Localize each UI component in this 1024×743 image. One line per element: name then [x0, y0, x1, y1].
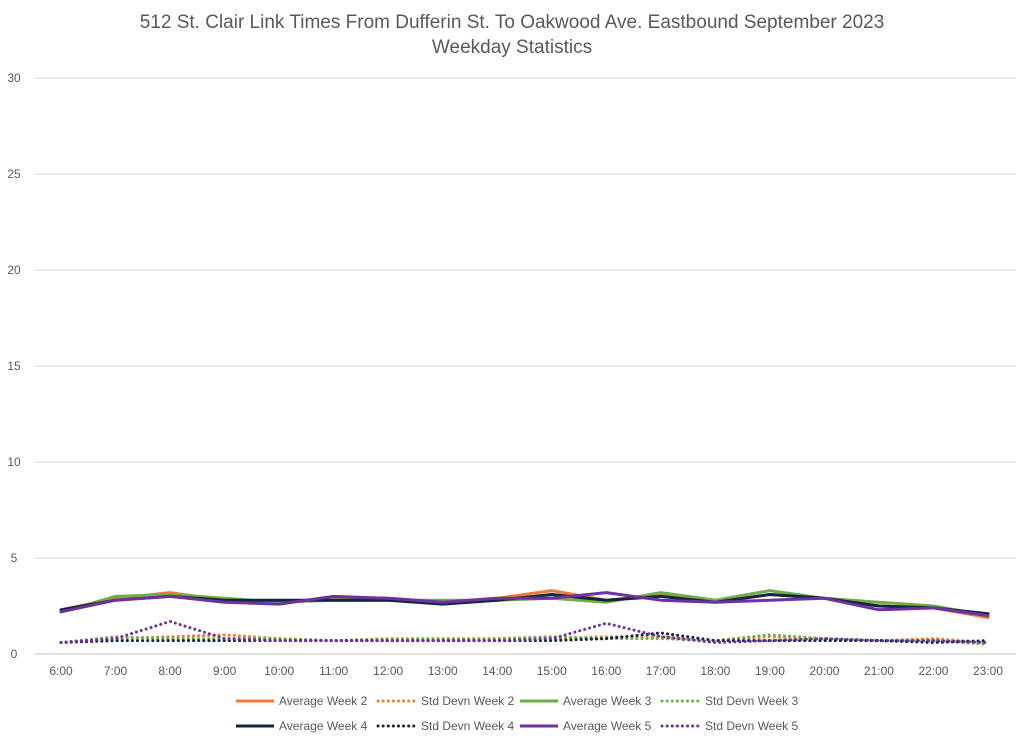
x-tick-label: 15:00	[537, 664, 567, 678]
x-tick-label: 6:00	[49, 664, 73, 678]
legend-label: Std Devn Week 2	[421, 694, 514, 708]
legend-label: Average Week 3	[563, 694, 652, 708]
gridlines	[34, 77, 1016, 655]
x-tick-label: 18:00	[700, 664, 730, 678]
y-tick-label: 15	[7, 359, 21, 373]
series-line-average-week-5	[59, 591, 990, 618]
plot-area	[59, 589, 990, 646]
chart-title: 512 St. Clair Link Times From Dufferin S…	[140, 12, 885, 33]
legend-label: Average Week 2	[279, 694, 368, 708]
legend-label: Std Devn Week 4	[421, 719, 514, 733]
x-tick-label: 9:00	[213, 664, 237, 678]
x-tick-label: 23:00	[973, 664, 1003, 678]
x-tick-label: 13:00	[428, 664, 458, 678]
y-tick-label: 25	[7, 167, 21, 181]
legend-label: Std Devn Week 5	[705, 719, 798, 733]
x-tick-label: 8:00	[158, 664, 182, 678]
legend-label: Average Week 5	[563, 719, 652, 733]
y-axis: 0 5 10 15 20 25 30	[7, 71, 21, 661]
x-tick-label: 16:00	[591, 664, 621, 678]
x-axis: 6:00 7:00 8:00 9:00 10:00 11:00 12:00 13:00 14:0…	[49, 664, 1003, 678]
y-tick-label: 10	[7, 455, 21, 469]
x-tick-label: 11:00	[319, 664, 348, 678]
x-tick-label: 12:00	[373, 664, 403, 678]
legend-label: Average Week 4	[279, 719, 368, 733]
chart-subtitle: Weekday Statistics	[432, 37, 592, 58]
y-tick-label: 20	[7, 263, 21, 277]
y-tick-label: 0	[11, 647, 18, 661]
series-line-std-devn-week-3	[59, 633, 990, 646]
legend-label: Std Devn Week 3	[705, 694, 798, 708]
x-tick-label: 21:00	[864, 664, 894, 678]
x-tick-label: 22:00	[918, 664, 948, 678]
y-tick-label: 5	[11, 551, 18, 565]
legend: Average Week 2 Std Devn Week 2 Average Wee…	[236, 694, 798, 733]
x-tick-label: 14:00	[482, 664, 512, 678]
y-tick-label: 30	[7, 71, 21, 85]
x-tick-label: 20:00	[809, 664, 839, 678]
x-tick-label: 19:00	[755, 664, 785, 678]
x-tick-label: 10:00	[264, 664, 294, 678]
x-tick-label: 7:00	[104, 664, 128, 678]
series-line-std-devn-week-5	[59, 619, 990, 644]
x-tick-label: 17:00	[646, 664, 676, 678]
